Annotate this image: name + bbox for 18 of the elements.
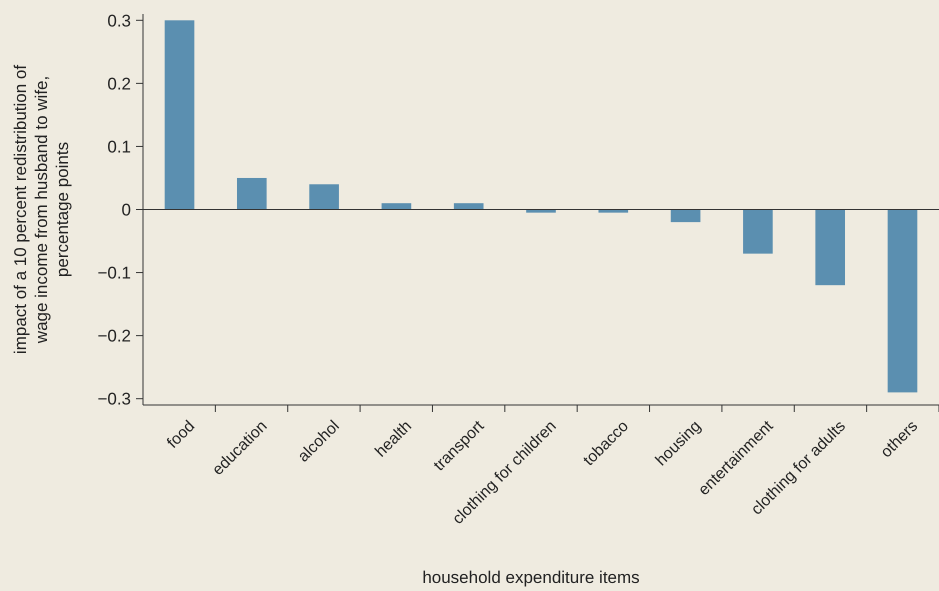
bar: [382, 203, 412, 210]
bar: [164, 20, 194, 210]
y-axis-title: impact of a 10 percent redistribution of wage income from husband to wife, percentage points: [11, 64, 72, 354]
bar: [815, 210, 846, 286]
y-tick-label: 0.1: [107, 137, 131, 156]
y-tick-label: 0.3: [107, 11, 131, 30]
x-axis-title: household expenditure items: [422, 568, 640, 587]
bar: [888, 210, 918, 392]
y-tick-label: 0.2: [107, 74, 131, 94]
bar: [743, 210, 773, 254]
y-tick-label: 0: [122, 200, 131, 220]
bar: [309, 184, 339, 210]
y-tick-label: −0.3: [97, 390, 131, 409]
y-tick-label: −0.2: [97, 326, 131, 346]
bar: [670, 210, 700, 222]
bar: [454, 203, 484, 210]
bar: [236, 178, 267, 210]
y-tick-label: −0.1: [97, 264, 131, 283]
